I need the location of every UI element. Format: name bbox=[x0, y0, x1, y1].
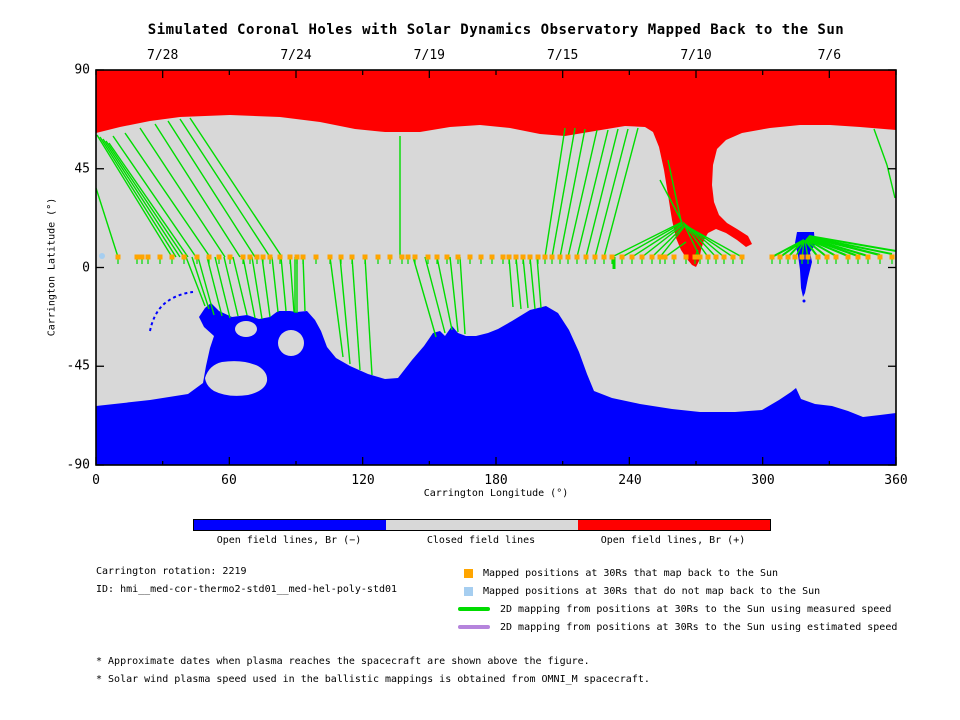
y-tick-label: -90 bbox=[66, 457, 90, 473]
closed-field-island bbox=[235, 321, 257, 337]
footnote-dates: * Approximate dates when plasma reaches … bbox=[96, 656, 590, 667]
legend-label: Mapped positions at 30Rs that map back t… bbox=[483, 567, 779, 579]
open-field-negative-speck bbox=[802, 299, 806, 303]
colorbar-positive-segment bbox=[578, 520, 770, 530]
plot-frame bbox=[95, 69, 897, 466]
date-tick-label: 7/6 bbox=[817, 48, 842, 63]
x-tick-label: 60 bbox=[221, 473, 237, 488]
model-id-text: ID: hmi__med-cor-thermo2-std01__med-hel-… bbox=[96, 584, 398, 595]
x-tick-label: 0 bbox=[92, 473, 100, 488]
date-tick-label: 7/19 bbox=[413, 48, 445, 63]
date-tick-label: 7/15 bbox=[547, 48, 579, 63]
mapped-point-swatch-icon bbox=[464, 568, 473, 578]
colorbar-label-positive: Open field lines, Br (+) bbox=[600, 535, 746, 546]
colorbar-label-closed: Closed field lines bbox=[426, 535, 536, 546]
y-tick-label: 45 bbox=[74, 161, 90, 177]
x-tick-label: 240 bbox=[618, 473, 642, 488]
closed-field-island bbox=[205, 361, 268, 396]
x-axis-title: Carrington Longitude (°) bbox=[423, 488, 569, 499]
open-field-positive-region bbox=[96, 70, 896, 267]
carrington-rotation-text: Carrington rotation: 2219 bbox=[96, 566, 247, 577]
unmapped-point-swatch-icon bbox=[464, 586, 473, 596]
colorbar-closed-segment bbox=[386, 520, 578, 530]
colorbar-negative-segment bbox=[194, 520, 386, 530]
estimated-speed-line-icon bbox=[458, 625, 490, 629]
x-tick-label: 360 bbox=[884, 473, 908, 488]
y-tick-label: 90 bbox=[74, 62, 90, 78]
x-tick-label: 300 bbox=[751, 473, 775, 488]
date-tick-label: 7/24 bbox=[280, 48, 312, 63]
legend-label: 2D mapping from positions at 30Rs to the… bbox=[500, 621, 898, 633]
open-field-negative-arc bbox=[149, 291, 194, 332]
footnote-speed: * Solar wind plasma speed used in the ba… bbox=[96, 674, 650, 685]
legend-item-estimated-speed: 2D mapping from positions at 30Rs to the… bbox=[458, 618, 897, 636]
y-tick-label: -45 bbox=[66, 358, 90, 374]
x-tick-label: 120 bbox=[351, 473, 375, 488]
figure-title: Simulated Coronal Holes with Solar Dynam… bbox=[147, 22, 845, 38]
closed-field-island bbox=[278, 330, 304, 356]
measured-speed-line-icon bbox=[458, 607, 490, 611]
legend-label: 2D mapping from positions at 30Rs to the… bbox=[500, 603, 892, 615]
y-tick-label: 0 bbox=[82, 260, 90, 276]
legend-item-unmapped: Mapped positions at 30Rs that do not map… bbox=[458, 582, 820, 600]
y-axis-title: Carrington Latitude (°) bbox=[46, 197, 58, 337]
field-type-colorbar bbox=[193, 519, 771, 531]
legend-item-mapped: Mapped positions at 30Rs that map back t… bbox=[458, 564, 778, 582]
mapping-lines-layer bbox=[95, 117, 897, 376]
legend-label: Mapped positions at 30Rs that do not map… bbox=[483, 585, 821, 597]
date-tick-label: 7/10 bbox=[680, 48, 712, 63]
date-tick-label: 7/28 bbox=[147, 48, 179, 63]
x-tick-label: 180 bbox=[484, 473, 508, 488]
coronal-hole-map bbox=[95, 69, 897, 466]
colorbar-label-negative: Open field lines, Br (−) bbox=[216, 535, 362, 546]
mapped-points-layer bbox=[99, 253, 895, 264]
legend-item-measured-speed: 2D mapping from positions at 30Rs to the… bbox=[458, 600, 891, 618]
